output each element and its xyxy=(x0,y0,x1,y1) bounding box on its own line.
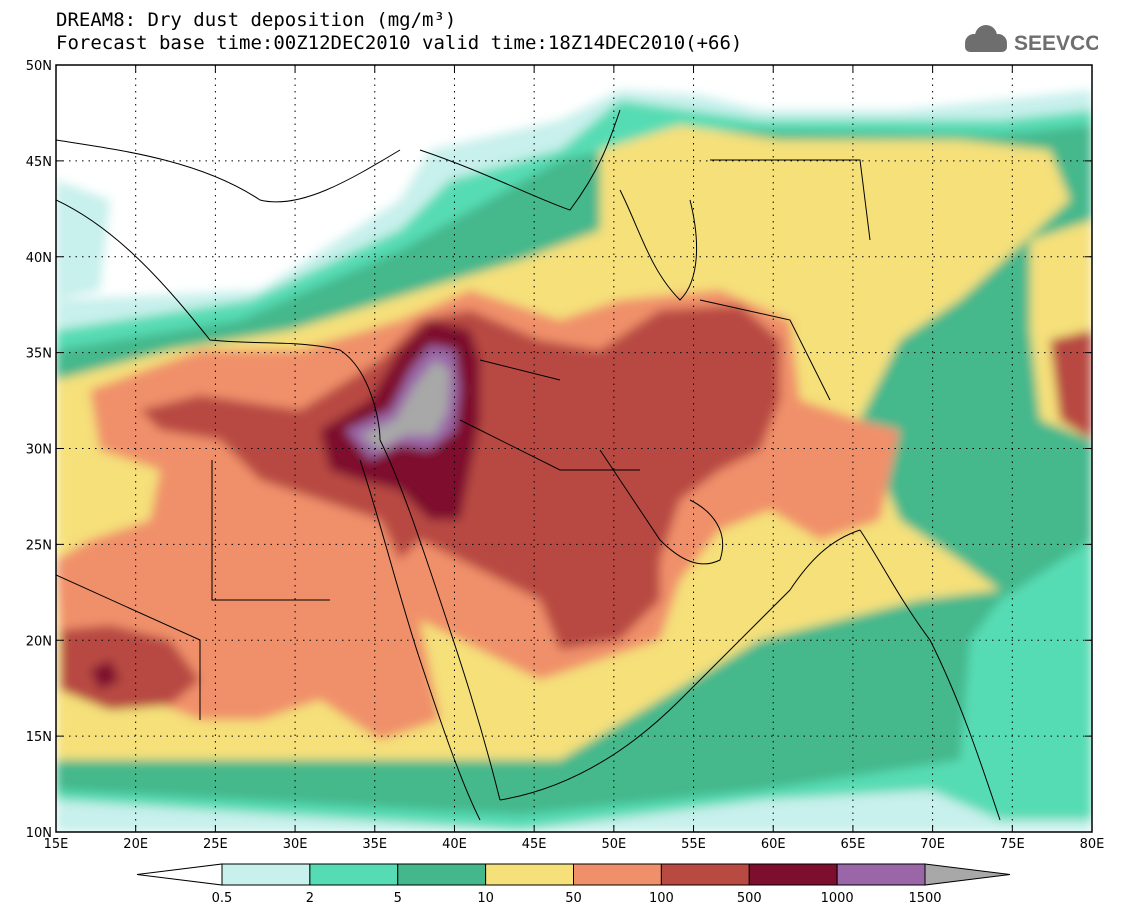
field-level-500-west xyxy=(90,660,120,690)
colorbar-segment xyxy=(221,863,311,886)
coastline-caspian-sea xyxy=(619,189,697,301)
lat-tick-label: 45N xyxy=(26,155,52,170)
lon-tick-label: 50E xyxy=(601,837,626,852)
lon-tick-label: 45E xyxy=(522,837,547,852)
colorbar-label: 1500 xyxy=(908,891,941,906)
coastline-red-sea-east xyxy=(379,439,501,801)
field-level-1500 xyxy=(360,360,450,450)
lon-tick-label: 15E xyxy=(44,837,69,852)
colorbar-label: 0.5 xyxy=(212,891,233,906)
colorbar-segment xyxy=(485,863,574,886)
gridlines xyxy=(56,65,1092,832)
axis-ticks xyxy=(55,64,1093,833)
coastline-red-sea-west xyxy=(359,459,481,821)
colorbar-label: 5 xyxy=(394,891,402,906)
seevccc-logo: SEEVCCC xyxy=(965,25,1098,55)
lon-tick-label: 35E xyxy=(362,837,387,852)
lon-tick-label: 80E xyxy=(1080,837,1105,852)
colorbar-label: 50 xyxy=(565,891,582,906)
field-level-0-5b xyxy=(56,180,110,300)
coastline-mediterranean xyxy=(56,199,381,441)
colorbar-label: 1000 xyxy=(821,891,854,906)
colorbar-segment xyxy=(836,863,926,886)
lat-tick-label: 10N xyxy=(26,826,52,841)
coastline-arabian-sea xyxy=(499,529,861,801)
colorbar-label: 10 xyxy=(477,891,494,906)
coastline-persian-gulf xyxy=(599,449,724,565)
lon-tick-label: 60E xyxy=(761,837,786,852)
axis-tick-labels: 15E 20E 25E 30E 35E 40E 45E 50E 55E 60E 65E 70E 75E 8… xyxy=(26,59,1105,852)
colorbar-legend: 0.5 2 5 10 50 100 500 1000 1500 xyxy=(136,863,1011,906)
lon-tick-label: 40E xyxy=(442,837,467,852)
lon-tick-label: 55E xyxy=(681,837,706,852)
border-central-asia xyxy=(699,159,871,401)
logo-text: SEEVCCC xyxy=(1014,32,1098,55)
colorbar-label: 500 xyxy=(737,891,762,906)
colorbar-segment xyxy=(660,863,750,886)
field-level-100-east xyxy=(1050,330,1092,440)
lat-tick-label: 20N xyxy=(26,634,52,649)
border-europe xyxy=(56,139,401,203)
colorbar-label: 100 xyxy=(649,891,674,906)
chart-title: DREAM8: Dry dust deposition (mg/m³) xyxy=(56,9,457,31)
lat-tick-label: 50N xyxy=(26,59,52,74)
lon-tick-label: 20E xyxy=(123,837,148,852)
colorbar-segment xyxy=(748,863,838,886)
lat-tick-label: 30N xyxy=(26,443,52,458)
colorbar-label: 2 xyxy=(306,891,314,906)
lat-tick-label: 35N xyxy=(26,347,52,362)
field-level-100-west xyxy=(60,625,200,710)
colorbar-segment xyxy=(397,863,487,886)
lat-tick-label: 15N xyxy=(26,730,52,745)
lon-tick-label: 30E xyxy=(283,837,308,852)
cloud-logo-icon xyxy=(965,25,1007,52)
lat-tick-label: 25N xyxy=(26,538,52,553)
colorbar-arrow-low xyxy=(136,863,223,886)
border-middle-east xyxy=(459,359,640,471)
lon-tick-label: 65E xyxy=(841,837,866,852)
forecast-time-subtitle: Forecast base time:00Z12DEC2010 valid ti… xyxy=(56,32,743,54)
colorbar-arrow-high xyxy=(924,863,1011,886)
lat-tick-label: 40N xyxy=(26,251,52,266)
colorbar-segment xyxy=(573,863,662,886)
dust-fields xyxy=(56,65,1092,832)
colorbar-segment xyxy=(309,863,399,886)
lon-tick-label: 25E xyxy=(203,837,228,852)
lon-tick-label: 75E xyxy=(1000,837,1025,852)
coastline-india xyxy=(859,529,1001,821)
coastline-black-sea xyxy=(419,109,621,211)
lon-tick-label: 70E xyxy=(920,837,945,852)
